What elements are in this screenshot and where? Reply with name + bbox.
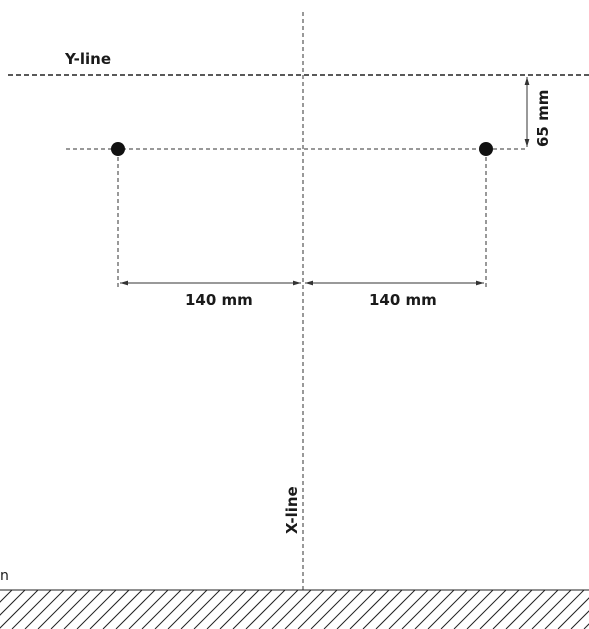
hatch-stroke — [427, 589, 468, 629]
hatch-stroke — [89, 589, 130, 629]
right-dimension-label: 140 mm — [369, 291, 437, 309]
hatch-stroke — [297, 589, 338, 629]
hatch-stroke — [362, 589, 403, 629]
right-mounting-hole — [479, 142, 493, 156]
hatch-stroke — [479, 589, 520, 629]
hatch-stroke — [349, 589, 390, 629]
hatch-stroke — [583, 623, 589, 629]
left-dimension-label: 140 mm — [185, 291, 253, 309]
hatch-stroke — [193, 589, 234, 629]
hatch-stroke — [76, 589, 117, 629]
hatch-stroke — [37, 589, 78, 629]
x-line-label: X-line — [283, 486, 301, 534]
hatch-stroke — [219, 589, 260, 629]
hatch-stroke — [323, 589, 364, 629]
hatch-stroke — [258, 589, 299, 629]
hatch-stroke — [401, 589, 442, 629]
left-mounting-hole — [111, 142, 125, 156]
hatch-stroke — [167, 589, 208, 629]
hatch-stroke — [310, 589, 351, 629]
hatch-stroke — [63, 589, 104, 629]
hatch-stroke — [414, 589, 455, 629]
hatch-stroke — [531, 589, 572, 629]
hatch-stroke — [284, 589, 325, 629]
hatch-stroke — [102, 589, 143, 629]
hatch-stroke — [557, 597, 589, 629]
hatch-stroke — [271, 589, 312, 629]
hatch-stroke — [466, 589, 507, 629]
hatch-stroke — [375, 589, 416, 629]
hatch-stroke — [154, 589, 195, 629]
hatch-stroke — [0, 589, 39, 629]
hatch-stroke — [518, 589, 559, 629]
hatch-stroke — [141, 589, 182, 629]
floor-hatching — [0, 589, 589, 629]
hatch-stroke — [0, 589, 13, 603]
y-line-label: Y-line — [64, 50, 111, 68]
hatch-stroke — [180, 589, 221, 629]
hatch-stroke — [206, 589, 247, 629]
offset-dimension-label: 65 mm — [534, 90, 552, 147]
hatch-stroke — [50, 589, 91, 629]
hatch-stroke — [492, 589, 533, 629]
hatch-stroke — [388, 589, 429, 629]
hatch-stroke — [0, 589, 26, 616]
hatch-stroke — [232, 589, 273, 629]
hatch-stroke — [544, 589, 585, 629]
hatch-stroke — [24, 589, 65, 629]
hatch-stroke — [11, 589, 52, 629]
hatch-stroke — [336, 589, 377, 629]
hatch-stroke — [115, 589, 156, 629]
hatch-stroke — [440, 589, 481, 629]
hatch-stroke — [453, 589, 494, 629]
edge-text: n — [0, 568, 9, 584]
hatch-stroke — [128, 589, 169, 629]
hatch-stroke — [505, 589, 546, 629]
hatch-stroke — [570, 610, 589, 629]
hatch-stroke — [245, 589, 286, 629]
